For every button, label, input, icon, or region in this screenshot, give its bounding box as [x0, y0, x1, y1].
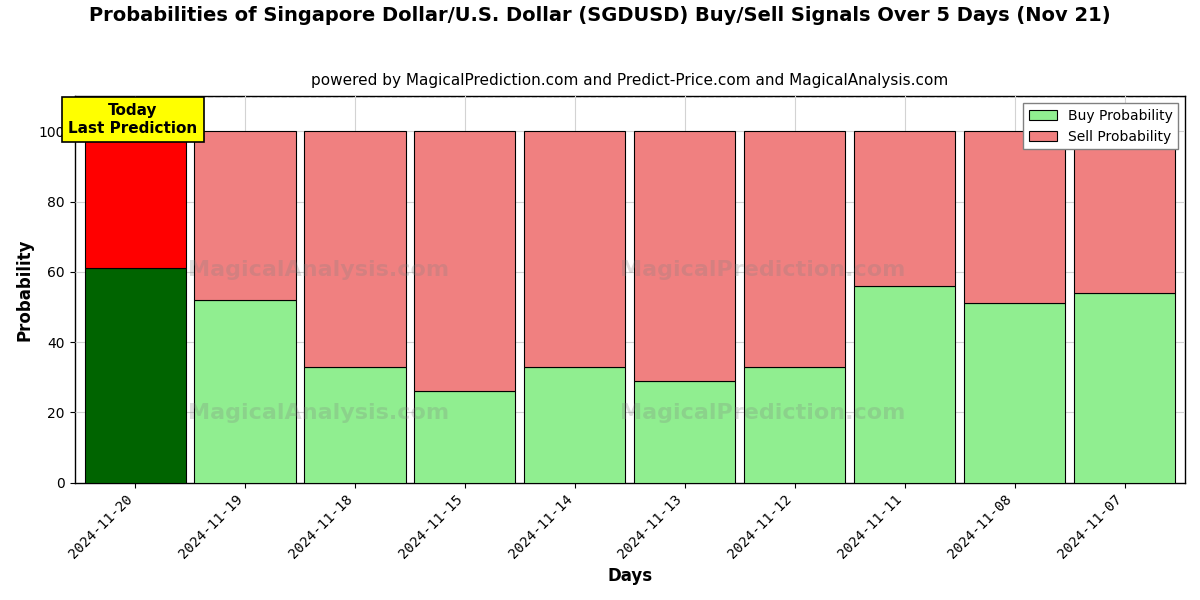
Title: powered by MagicalPrediction.com and Predict-Price.com and MagicalAnalysis.com: powered by MagicalPrediction.com and Pre… [311, 73, 948, 88]
Bar [84, 131, 186, 268]
Bar [1074, 293, 1175, 482]
Bar [964, 304, 1066, 482]
Text: MagicalAnalysis.com: MagicalAnalysis.com [188, 403, 450, 423]
Bar [524, 367, 625, 482]
Bar [414, 131, 516, 391]
Bar [854, 131, 955, 286]
Bar [305, 367, 406, 482]
Text: Today
Last Prediction: Today Last Prediction [68, 103, 198, 136]
Bar [744, 131, 845, 367]
Text: MagicalAnalysis.com: MagicalAnalysis.com [188, 260, 450, 280]
Bar [964, 131, 1066, 304]
Bar [305, 131, 406, 367]
Bar [635, 381, 736, 482]
Text: MagicalPrediction.com: MagicalPrediction.com [620, 403, 906, 423]
Text: MagicalPrediction.com: MagicalPrediction.com [620, 260, 906, 280]
X-axis label: Days: Days [607, 567, 653, 585]
Bar [524, 131, 625, 367]
Bar [854, 286, 955, 482]
Bar [84, 268, 186, 482]
Bar [1074, 131, 1175, 293]
Legend: Buy Probability, Sell Probability: Buy Probability, Sell Probability [1024, 103, 1178, 149]
Bar [194, 300, 295, 482]
Y-axis label: Probability: Probability [16, 238, 34, 341]
Bar [414, 391, 516, 482]
Bar [635, 131, 736, 381]
Bar [194, 131, 295, 300]
Text: Probabilities of Singapore Dollar/U.S. Dollar (SGDUSD) Buy/Sell Signals Over 5 D: Probabilities of Singapore Dollar/U.S. D… [89, 6, 1111, 25]
Bar [744, 367, 845, 482]
